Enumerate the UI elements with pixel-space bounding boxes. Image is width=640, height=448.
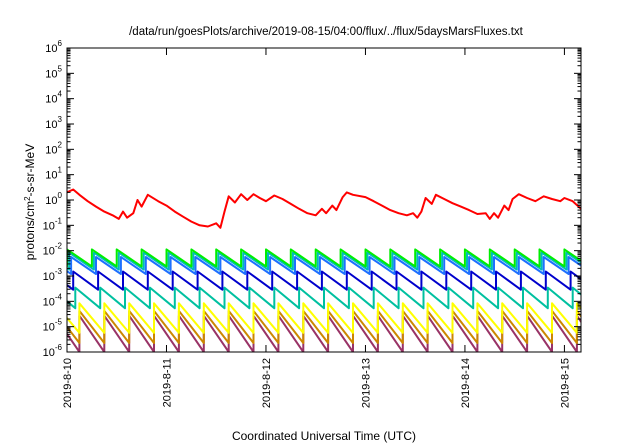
- y-tick-label: 10-1: [43, 216, 63, 232]
- y-tick-label: 10-4: [43, 292, 63, 308]
- x-tick-label: 2019-8-12: [261, 358, 273, 408]
- x-tick-label: 2019-8-13: [360, 358, 372, 408]
- flux-series-line-4: [67, 256, 581, 275]
- x-axis: 2019-8-10 2019-8-11 2019-8-12 2019-8-13 2019…: [62, 48, 571, 408]
- y-tick-label: 106: [45, 39, 62, 55]
- flux-series-line-9: [67, 314, 581, 352]
- x-axis-label: Coordinated Universal Time (UTC): [232, 429, 416, 443]
- y-tick-label: 102: [45, 140, 62, 156]
- flux-series-line-6: [67, 286, 581, 310]
- x-tick-label: 2019-8-15: [559, 358, 571, 408]
- y-axis: 10-6 10-5 10-4 10-3 10-2 10-1 100 101 102 103 104 1…: [43, 39, 581, 359]
- plot-frame: [66, 47, 582, 353]
- x-tick-label: 2019-8-14: [460, 358, 472, 408]
- y-axis-label: protons/cm2-s-sr-MeV: [23, 144, 38, 260]
- flux-series-line-2: [67, 248, 581, 268]
- y-tick-label: 100: [45, 191, 62, 207]
- x-tick-label: 2019-8-11: [161, 358, 173, 407]
- y-axis-label-prefix: protons/cm: [23, 201, 37, 260]
- flux-series-line-1: [67, 188, 581, 229]
- chart-title: /data/run/goesPlots/archive/2019-08-15/0…: [129, 26, 524, 38]
- plot-area: [67, 188, 581, 352]
- y-tick-label: 10-6: [43, 343, 63, 359]
- flux-series-line-3: [67, 251, 581, 271]
- flux-series-line-5: [67, 270, 581, 291]
- y-tick-label: 101: [45, 166, 62, 182]
- y-axis-label-exponent: 2: [23, 196, 32, 201]
- y-tick-label: 104: [45, 90, 62, 106]
- y-tick-label: 10-5: [43, 318, 63, 334]
- flux-series-line-7: [67, 302, 581, 334]
- y-tick-label: 10-2: [43, 242, 63, 258]
- x-tick-label: 2019-8-10: [62, 358, 74, 408]
- series-group: [67, 188, 581, 352]
- y-axis-label-suffix: -s-sr-MeV: [23, 144, 37, 197]
- y-tick-label: 103: [45, 115, 62, 131]
- y-tick-label: 10-3: [43, 267, 63, 283]
- y-tick-label: 105: [45, 64, 62, 80]
